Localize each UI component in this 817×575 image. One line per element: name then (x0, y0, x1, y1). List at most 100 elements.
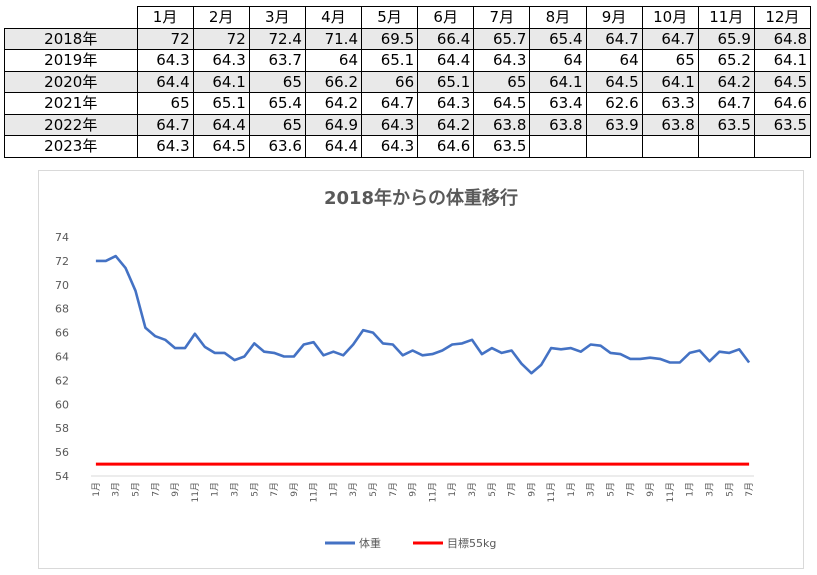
value-cell: 65 (473, 70, 531, 93)
value-cell: 64.8 (753, 27, 812, 50)
x-tick-label: 5月 (249, 482, 260, 497)
value-cell: 64 (585, 49, 643, 72)
month-header: 3月 (248, 6, 306, 29)
x-tick-label: 3月 (704, 482, 715, 497)
value-cell: 64.1 (529, 70, 587, 93)
value-cell: 65 (248, 113, 306, 136)
value-cell: 62.6 (585, 92, 643, 115)
x-tick-label: 7月 (625, 482, 636, 497)
x-tick-label: 3月 (229, 482, 240, 497)
x-tick-label: 9月 (170, 482, 181, 497)
x-tick-label: 11月 (190, 482, 201, 502)
year-cell: 2020年 (4, 70, 138, 93)
value-cell: 64.3 (417, 92, 475, 115)
value-cell: 65.1 (360, 49, 419, 72)
value-cell: 65.2 (697, 49, 755, 72)
month-header: 8月 (529, 6, 587, 29)
value-cell: 63.8 (473, 113, 531, 136)
x-tick-label: 9月 (645, 482, 656, 497)
value-cell: 72.4 (248, 27, 306, 50)
value-cell: 65.1 (192, 92, 250, 115)
x-tick-label: 1月 (210, 482, 221, 497)
x-tick-label: 1月 (685, 482, 696, 497)
x-tick-label: 1月 (328, 482, 339, 497)
table-row: 2023年 64.3 64.5 63.6 64.4 64.3 64.6 63.5 (4, 135, 812, 158)
y-tick-label: 64 (55, 351, 69, 364)
legend-label: 体重 (359, 536, 381, 550)
x-tick-label: 5月 (724, 482, 735, 497)
value-cell: 69.5 (360, 27, 419, 50)
x-tick-label: 5月 (368, 482, 379, 497)
x-tick-label: 9月 (526, 482, 537, 497)
table-row: 2018年 72 72 72.4 71.4 69.5 66.4 65.7 65.4 64.7 64.… (4, 27, 812, 50)
x-tick-label: 3月 (348, 482, 359, 497)
x-tick-label: 5月 (131, 482, 142, 497)
value-cell (697, 135, 755, 158)
value-cell: 66.4 (417, 27, 475, 50)
x-tick-label: 7月 (269, 482, 280, 497)
x-tick-label: 7月 (388, 482, 399, 497)
x-tick-label: 7月 (744, 482, 755, 497)
value-cell: 64.1 (192, 70, 250, 93)
value-cell: 64.2 (417, 113, 475, 136)
value-cell (641, 135, 699, 158)
y-tick-label: 58 (55, 422, 69, 435)
value-cell: 65 (136, 92, 194, 115)
value-cell (585, 135, 643, 158)
weight-table: 1月 2月 3月 4月 5月 6月 7月 8月 9月 10月 11月 12月 2018年 72 72 72.4… (4, 6, 812, 158)
value-cell: 64.5 (192, 135, 250, 158)
value-cell: 64 (529, 49, 587, 72)
value-cell (753, 135, 812, 158)
x-tick-label: 5月 (487, 482, 498, 497)
value-cell: 64.2 (697, 70, 755, 93)
value-cell: 66.2 (304, 70, 363, 93)
table-corner-cell (4, 6, 138, 29)
value-cell: 64.5 (753, 70, 812, 93)
value-cell: 63.7 (248, 49, 306, 72)
value-cell: 64.1 (641, 70, 699, 93)
x-tick-label: 1月 (447, 482, 458, 497)
value-cell: 63.3 (641, 92, 699, 115)
x-tick-label: 11月 (665, 482, 676, 502)
value-cell (529, 135, 587, 158)
y-tick-label: 62 (55, 374, 69, 387)
y-tick-label: 72 (55, 255, 69, 268)
table-row: 2021年 65 65.1 65.4 64.2 64.7 64.3 64.5 63.4 62.6 6… (4, 92, 812, 115)
value-cell: 64.5 (585, 70, 643, 93)
year-cell: 2018年 (4, 27, 138, 50)
x-tick-label: 7月 (507, 482, 518, 497)
value-cell: 64.3 (360, 135, 419, 158)
x-tick-label: 11月 (546, 482, 557, 502)
value-cell: 63.8 (641, 113, 699, 136)
value-cell: 63.5 (753, 113, 812, 136)
value-cell: 64.3 (136, 49, 194, 72)
y-tick-label: 60 (55, 398, 69, 411)
y-tick-label: 56 (55, 446, 69, 459)
month-header: 6月 (417, 6, 475, 29)
value-cell: 65.9 (697, 27, 755, 50)
value-cell: 66 (360, 70, 419, 93)
table-row: 2019年 64.3 64.3 63.7 64 65.1 64.4 64.3 64 64 65 65.… (4, 49, 812, 72)
value-cell: 64.5 (473, 92, 531, 115)
value-cell: 64.6 (417, 135, 475, 158)
value-cell: 65 (248, 70, 306, 93)
x-tick-label: 9月 (289, 482, 300, 497)
value-cell: 64.3 (360, 113, 419, 136)
month-header: 12月 (753, 6, 812, 29)
value-cell: 72 (192, 27, 250, 50)
value-cell: 65.4 (529, 27, 587, 50)
y-tick-label: 68 (55, 303, 69, 316)
month-header: 2月 (192, 6, 250, 29)
month-header: 9月 (585, 6, 643, 29)
value-cell: 64.9 (304, 113, 363, 136)
table-row: 2022年 64.7 64.4 65 64.9 64.3 64.2 63.8 63.8 63.9 6… (4, 113, 812, 136)
month-header: 11月 (697, 6, 755, 29)
x-tick-label: 7月 (150, 482, 161, 497)
year-cell: 2021年 (4, 92, 138, 115)
value-cell: 63.8 (529, 113, 587, 136)
month-header: 5月 (360, 6, 419, 29)
y-tick-label: 74 (55, 231, 69, 244)
x-tick-label: 11月 (309, 482, 320, 502)
year-cell: 2019年 (4, 49, 138, 72)
x-tick-label: 3月 (467, 482, 478, 497)
